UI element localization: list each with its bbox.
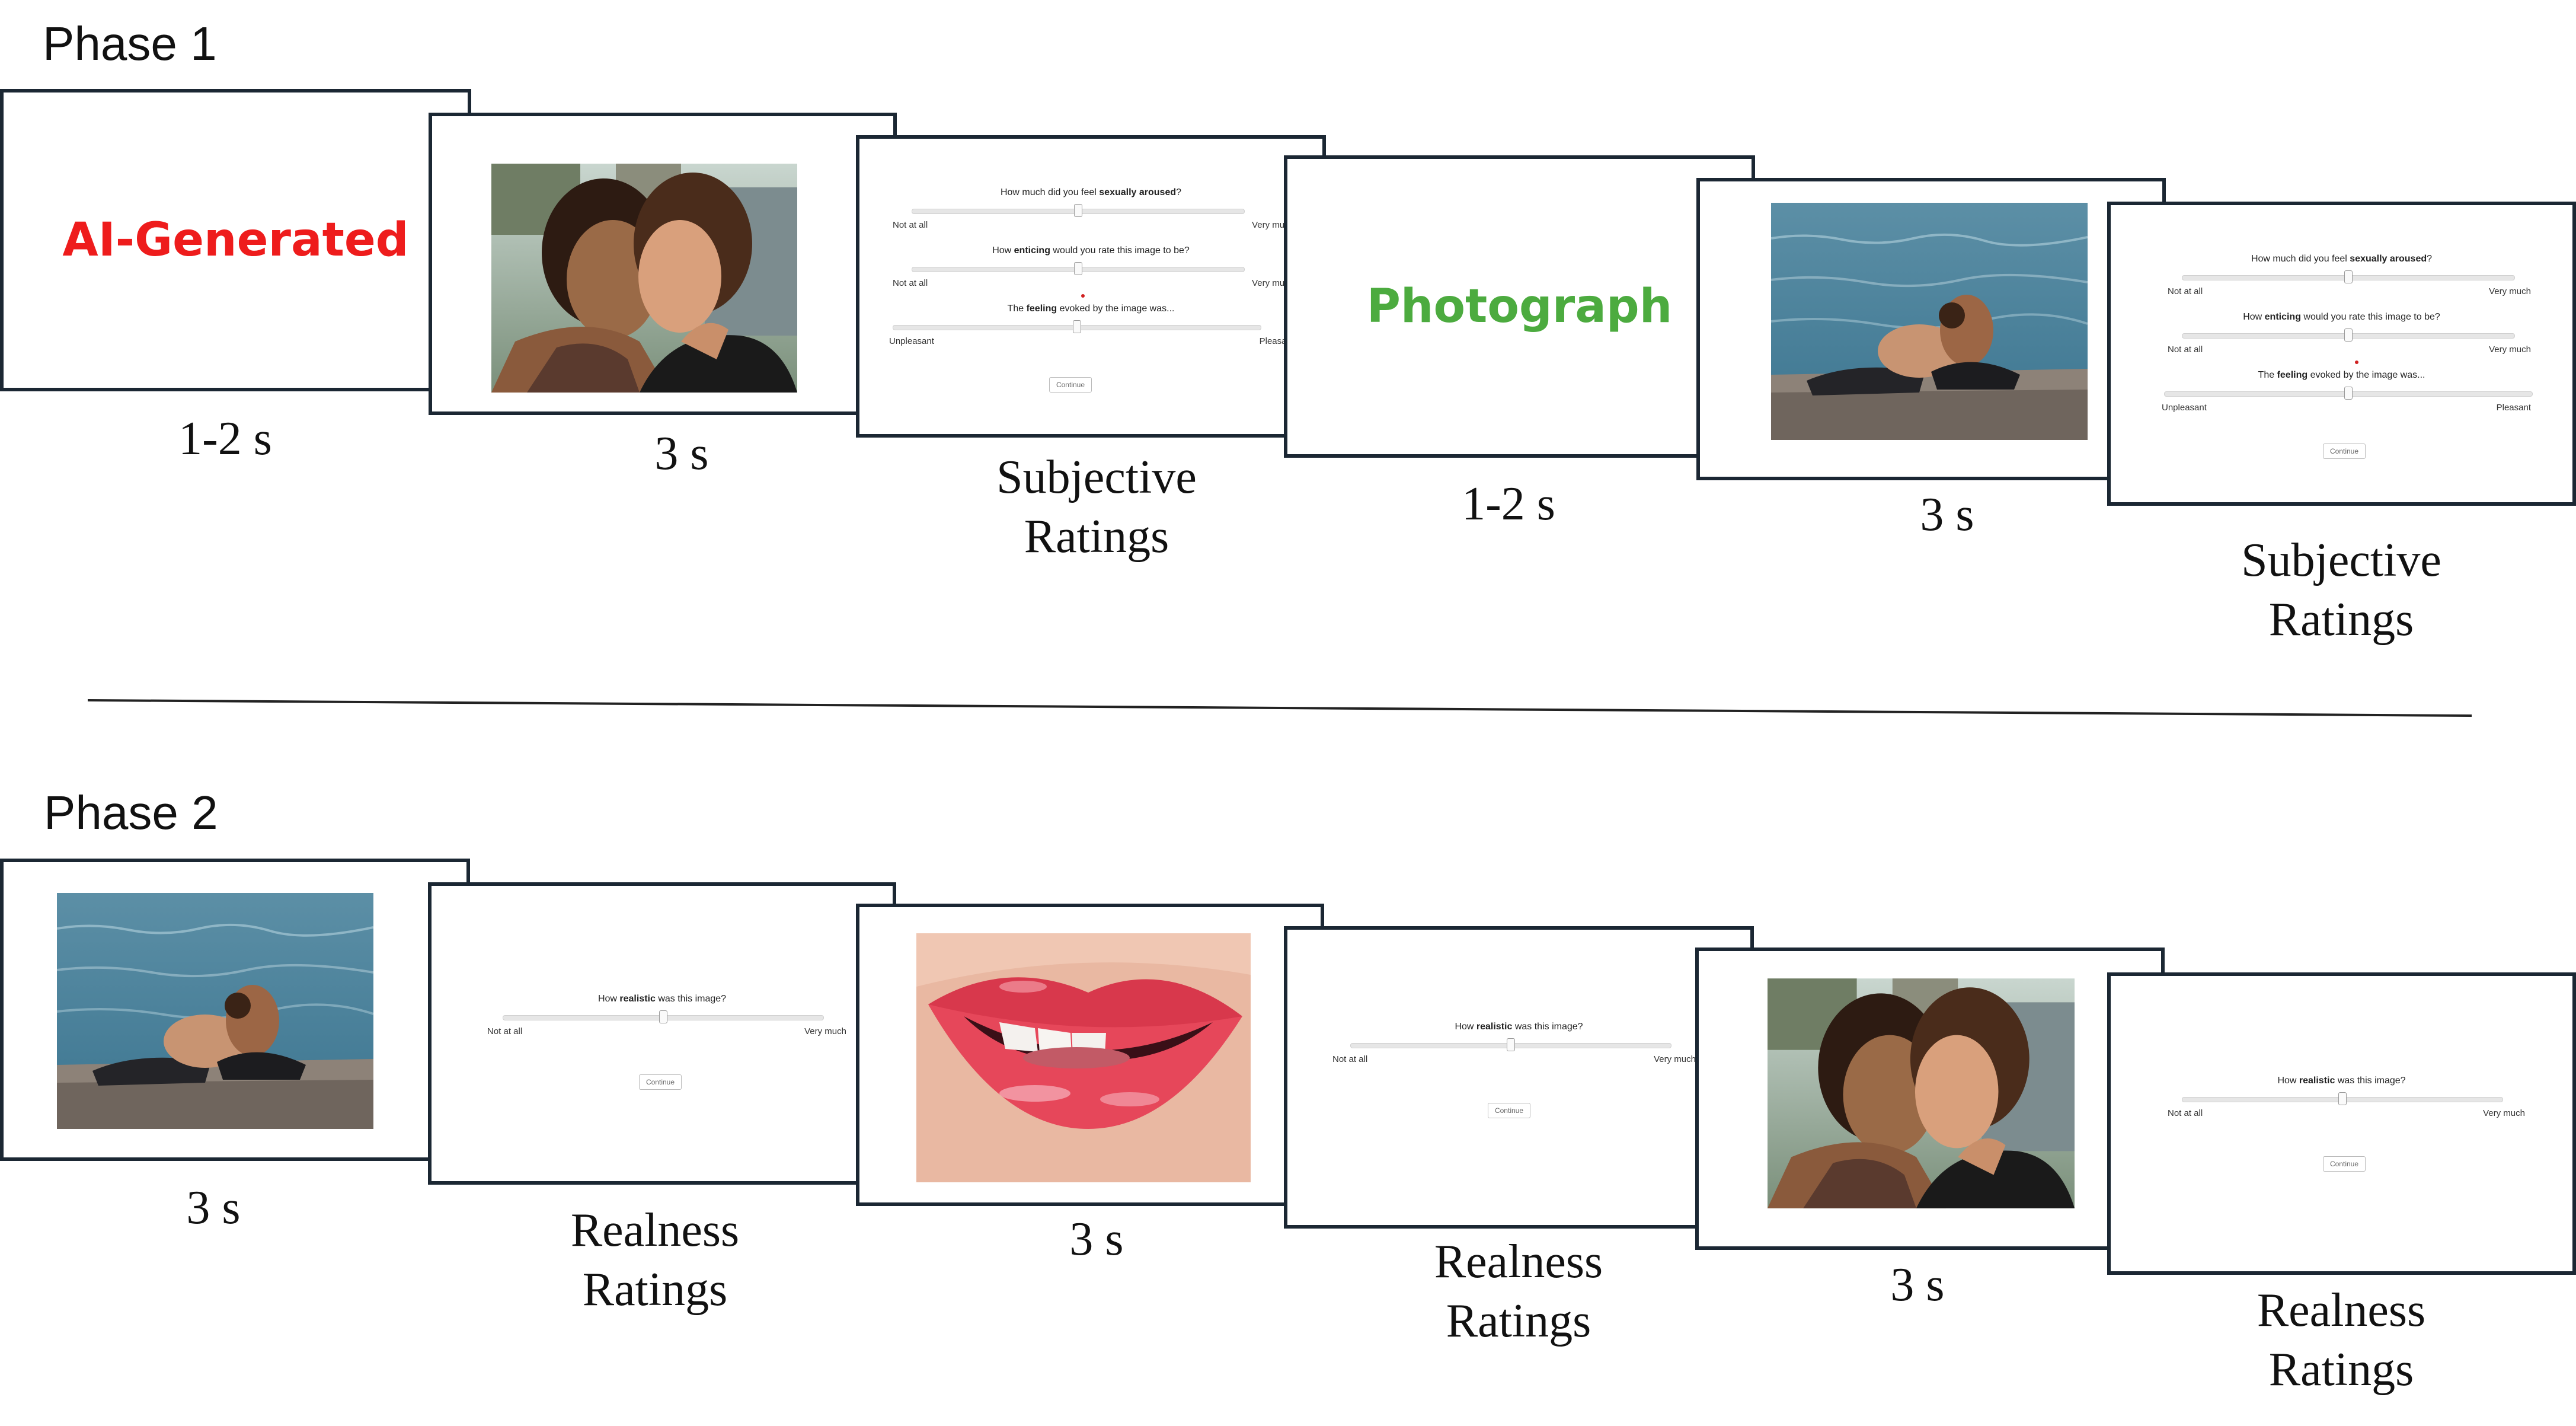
realistic-slider[interactable]	[2182, 1092, 2503, 1105]
realistic-slider-thumb[interactable]	[2338, 1092, 2347, 1105]
realistic-slider[interactable]	[1350, 1038, 1671, 1051]
feeling-low-label: Unpleasant	[889, 336, 934, 346]
caption-line: Subjective	[996, 451, 1197, 503]
continue-button[interactable]: Continue	[1488, 1103, 1530, 1118]
realistic-slider[interactable]	[503, 1010, 824, 1023]
realness-ratings-screen-2: How realistic was this image? Not at all…	[1284, 926, 1754, 1229]
arousal-low-label: Not at all	[893, 220, 928, 230]
feeling-high-label: Pleasant	[2496, 403, 2531, 413]
beach-couple-photo	[57, 893, 373, 1129]
image-screen-1	[429, 113, 897, 415]
realistic-high-label: Very much	[1654, 1054, 1696, 1064]
caption-image-1-duration: 3 s	[654, 428, 709, 480]
continue-button[interactable]: Continue	[2323, 444, 2366, 459]
realness-ratings-screen-3: How realistic was this image? Not at all…	[2107, 972, 2576, 1275]
realistic-low-label: Not at all	[2168, 1108, 2203, 1118]
beach-couple-photo	[1771, 203, 2088, 440]
realistic-slider-thumb[interactable]	[1507, 1038, 1515, 1051]
subjective-ratings-screen-1: How much did you feel sexually aroused? …	[856, 135, 1326, 438]
kissing-couple-photo	[491, 164, 797, 393]
caption-p2-image-1-duration: 3 s	[186, 1182, 241, 1234]
required-marker	[1081, 294, 1085, 298]
subjective-ratings-screen-2: How much did you feel sexually aroused? …	[2107, 202, 2576, 506]
realistic-question: How realistic was this image?	[2277, 1076, 2406, 1086]
required-marker	[2355, 361, 2358, 364]
image-screen-2	[1696, 178, 2166, 480]
caption-line: Ratings	[2268, 594, 2414, 646]
feeling-slider-thumb[interactable]	[1073, 320, 1081, 333]
lips-closeup-photo	[916, 933, 1251, 1182]
caption-line: Realness	[1434, 1236, 1603, 1288]
caption-image-2-duration: 3 s	[1920, 489, 1974, 541]
enticing-question: How enticing would you rate this image t…	[992, 245, 1190, 256]
phase2-image-screen-1	[0, 859, 470, 1161]
enticing-low-label: Not at all	[2168, 344, 2203, 355]
caption-p2-image-2-duration: 3 s	[1069, 1213, 1124, 1265]
caption-line: Ratings	[1024, 511, 1169, 563]
continue-button[interactable]: Continue	[1049, 377, 1092, 393]
caption-p2-image-3-duration: 3 s	[1890, 1259, 1945, 1311]
enticing-question: How enticing would you rate this image t…	[2243, 312, 2440, 322]
kissing-couple-photo	[1768, 978, 2075, 1208]
caption-subjective-ratings-1: Subjective Ratings	[948, 448, 1245, 566]
caption-realness-ratings-2: Realness Ratings	[1370, 1232, 1667, 1351]
caption-line: Ratings	[2268, 1344, 2414, 1396]
caption-realness-ratings-3: Realness Ratings	[2193, 1281, 2489, 1399]
caption-line: Ratings	[1446, 1295, 1591, 1347]
arousal-slider[interactable]	[2182, 270, 2515, 283]
ai-generated-cue: AI-Generated	[62, 213, 409, 267]
arousal-slider-thumb[interactable]	[2344, 270, 2353, 283]
feeling-slider[interactable]	[2164, 387, 2533, 400]
feeling-slider[interactable]	[893, 320, 1261, 333]
photograph-cue-screen: Photograph	[1284, 155, 1755, 458]
arousal-question: How much did you feel sexually aroused?	[2251, 254, 2433, 264]
arousal-high-label: Very much	[1252, 220, 1294, 230]
caption-realness-ratings-1: Realness Ratings	[507, 1201, 803, 1319]
caption-line: Realness	[2257, 1284, 2426, 1336]
phase-1-title: Phase 1	[43, 17, 217, 70]
enticing-low-label: Not at all	[893, 278, 928, 288]
feeling-question: The feeling evoked by the image was...	[1007, 304, 1175, 314]
realistic-low-label: Not at all	[487, 1026, 523, 1036]
enticing-slider[interactable]	[2182, 328, 2515, 342]
caption-line: Realness	[570, 1204, 740, 1256]
caption-subjective-ratings-2: Subjective Ratings	[2193, 531, 2489, 649]
enticing-slider[interactable]	[912, 262, 1245, 275]
arousal-low-label: Not at all	[2168, 286, 2203, 296]
realistic-low-label: Not at all	[1332, 1054, 1368, 1064]
caption-ai-cue-duration: 1-2 s	[178, 413, 272, 465]
phase-2-title: Phase 2	[44, 786, 218, 839]
realistic-high-label: Very much	[2483, 1108, 2525, 1118]
enticing-high-label: Very much	[2489, 344, 2531, 355]
enticing-high-label: Very much	[1252, 278, 1294, 288]
realistic-high-label: Very much	[804, 1026, 846, 1036]
feeling-question: The feeling evoked by the image was...	[2258, 370, 2425, 380]
arousal-slider[interactable]	[912, 204, 1245, 217]
phase2-image-screen-3	[1695, 948, 2165, 1250]
feeling-low-label: Unpleasant	[2162, 403, 2207, 413]
arousal-high-label: Very much	[2489, 286, 2531, 296]
realistic-question: How realistic was this image?	[1455, 1022, 1583, 1032]
caption-line: Ratings	[582, 1264, 728, 1316]
feeling-slider-thumb[interactable]	[2344, 387, 2353, 400]
continue-button[interactable]: Continue	[639, 1074, 682, 1090]
realistic-question: How realistic was this image?	[597, 994, 727, 1004]
realness-ratings-screen-1: How realistic was this image? Not at all…	[428, 882, 896, 1185]
realistic-slider-thumb[interactable]	[659, 1010, 667, 1023]
enticing-slider-thumb[interactable]	[1074, 262, 1082, 275]
enticing-slider-thumb[interactable]	[2344, 328, 2353, 342]
arousal-question: How much did you feel sexually aroused?	[1000, 187, 1182, 197]
continue-button[interactable]: Continue	[2323, 1156, 2366, 1172]
caption-photo-cue-duration: 1-2 s	[1462, 478, 1555, 530]
ai-generated-cue-screen: AI-Generated	[0, 89, 471, 391]
photograph-cue: Photograph	[1366, 280, 1673, 333]
phase2-image-screen-2	[856, 904, 1324, 1206]
caption-line: Subjective	[2241, 534, 2441, 586]
arousal-slider-thumb[interactable]	[1074, 204, 1082, 217]
